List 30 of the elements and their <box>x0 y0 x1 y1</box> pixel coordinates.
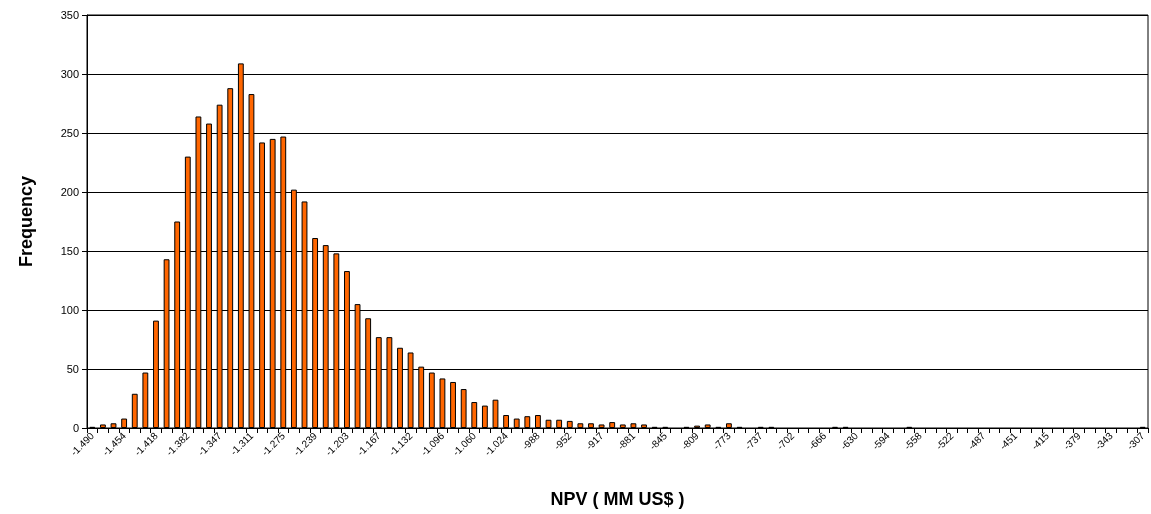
x-tick-label: -845 <box>647 429 670 453</box>
x-tick-label: -630 <box>838 429 861 453</box>
y-tick-label: 150 <box>60 245 79 257</box>
x-tick-label: -737 <box>742 429 765 453</box>
y-tick-label: 100 <box>60 304 79 316</box>
x-tick-label: -666 <box>806 429 829 453</box>
x-tick-label: -415 <box>1029 429 1052 453</box>
x-tick-label: -809 <box>679 429 702 453</box>
y-tick-label: 0 <box>72 422 79 434</box>
x-tick-label: -343 <box>1092 429 1116 453</box>
x-tick-label: -487 <box>965 429 988 453</box>
x-tick-label: -522 <box>933 429 956 453</box>
y-tick-label: 200 <box>60 186 79 198</box>
x-tick-label: -594 <box>870 429 893 453</box>
x-tick-label: -988 <box>519 429 543 453</box>
x-tick-label: -773 <box>710 429 734 453</box>
x-tick-label: -558 <box>901 429 925 453</box>
y-tick-label: 250 <box>60 127 79 139</box>
y-axis-title: Frequency <box>16 175 36 268</box>
x-tick-label: -881 <box>615 429 638 453</box>
x-tick-label: -952 <box>551 429 574 453</box>
x-tick-label: -307 <box>1124 429 1147 453</box>
x-axis-title: NPV ( MM US$ ) <box>550 489 685 509</box>
x-tick-label: -451 <box>997 429 1020 453</box>
x-tick-label: -917 <box>583 429 606 453</box>
y-tick-label: 50 <box>66 363 79 375</box>
x-tick-label: -702 <box>774 429 797 453</box>
x-tick-label: -379 <box>1061 429 1084 453</box>
y-tick-label: 350 <box>60 9 79 21</box>
y-tick-label: 300 <box>60 68 79 80</box>
